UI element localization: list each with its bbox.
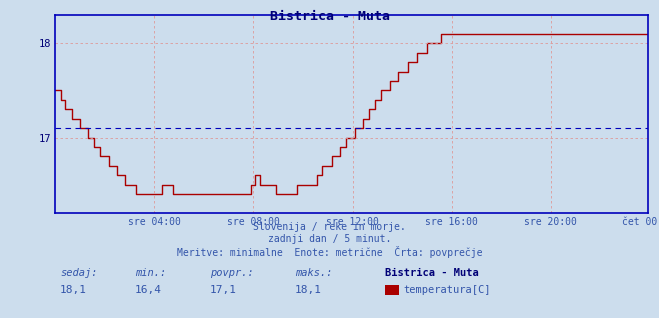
Text: 18,1: 18,1 <box>60 285 87 295</box>
Text: Meritve: minimalne  Enote: metrične  Črta: povprečje: Meritve: minimalne Enote: metrične Črta:… <box>177 246 482 258</box>
Text: Bistrica - Muta: Bistrica - Muta <box>270 10 389 23</box>
Text: Slovenija / reke in morje.: Slovenija / reke in morje. <box>253 222 406 232</box>
Text: min.:: min.: <box>135 268 166 278</box>
Text: temperatura[C]: temperatura[C] <box>403 285 490 295</box>
Text: povpr.:: povpr.: <box>210 268 254 278</box>
Text: Bistrica - Muta: Bistrica - Muta <box>385 268 478 278</box>
Text: maks.:: maks.: <box>295 268 333 278</box>
Text: sedaj:: sedaj: <box>60 268 98 278</box>
Text: 16,4: 16,4 <box>135 285 162 295</box>
Text: zadnji dan / 5 minut.: zadnji dan / 5 minut. <box>268 234 391 244</box>
Text: 17,1: 17,1 <box>210 285 237 295</box>
Text: 18,1: 18,1 <box>295 285 322 295</box>
